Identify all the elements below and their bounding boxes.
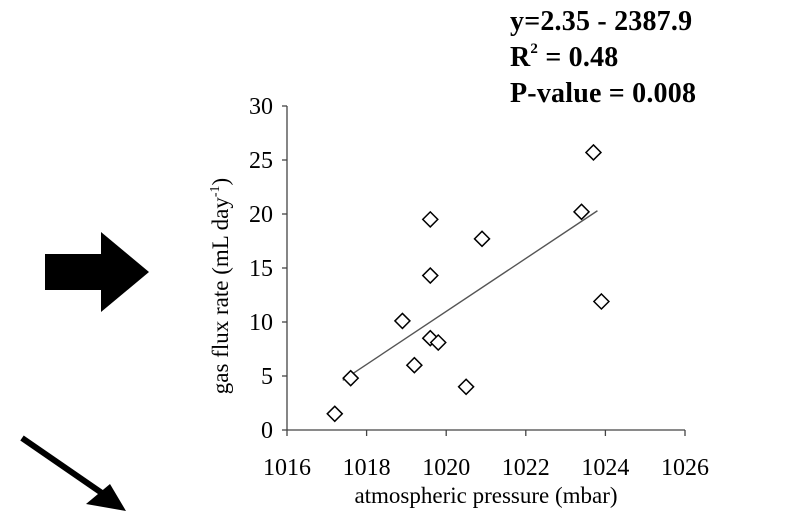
data-point: [457, 378, 475, 396]
trendline: [342, 210, 598, 381]
data-point: [572, 203, 591, 221]
data-point: [405, 356, 423, 374]
p-value: P-value = 0.008: [510, 78, 697, 109]
y-axis-label: gas flux rate (mL day-1): [208, 178, 233, 394]
data-point: [342, 369, 360, 387]
right-arrow-icon: [45, 232, 149, 312]
data-point: [584, 143, 603, 162]
axes: 0 5 10 15 20 25 30 1016 1018 1020 1022 1024 1026: [249, 94, 709, 481]
r-squared: R2 = 0.48: [510, 41, 619, 73]
data-point: [473, 230, 491, 248]
r-squared-label: R: [510, 42, 531, 73]
r-squared-superscript: 2: [530, 41, 539, 57]
y-tick-label: 15: [249, 256, 273, 282]
y-tick-label: 10: [249, 310, 273, 336]
y-tick-label: 25: [249, 148, 273, 174]
data-point: [592, 292, 610, 311]
x-tick-label: 1026: [661, 455, 709, 481]
y-tick-label: 5: [261, 364, 273, 390]
x-axis-label: atmospheric pressure (mbar): [354, 483, 617, 508]
y-tick-label: 20: [249, 202, 273, 228]
x-tick-label: 1022: [502, 455, 550, 481]
x-tick-label: 1024: [581, 455, 629, 481]
r-squared-value: = 0.48: [538, 42, 619, 73]
data-point: [326, 405, 344, 423]
x-tick-label: 1020: [422, 455, 470, 481]
data-point: [393, 312, 411, 330]
diagonal-arrow-icon: [20, 435, 126, 511]
data-point: [421, 266, 439, 285]
data-points: [326, 143, 610, 423]
x-tick-label: 1018: [343, 455, 391, 481]
trend-line: [342, 210, 598, 381]
data-point: [421, 210, 439, 228]
x-tick-label: 1016: [263, 455, 311, 481]
y-tick-label: 0: [261, 418, 273, 444]
y-tick-label: 30: [249, 94, 273, 120]
axis-labels: atmospheric pressure (mbar) gas flux rate…: [208, 178, 618, 508]
regression-equation: y=2.35 - 2387.9: [510, 6, 693, 37]
data-point: [429, 333, 447, 352]
